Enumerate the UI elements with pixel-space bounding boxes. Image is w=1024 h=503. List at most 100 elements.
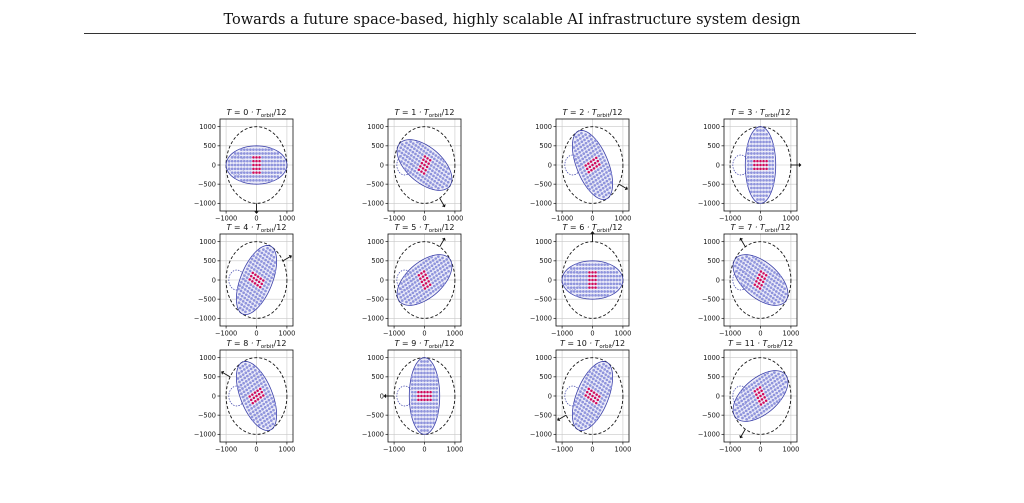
satellite-dot (591, 172, 595, 175)
panel-title: T = 10 · Torbit/12 (560, 339, 625, 350)
satellite-dot (750, 405, 753, 409)
satellite-dot (737, 271, 741, 275)
satellite-dot (595, 415, 599, 419)
x-tick-label: 0 (590, 330, 594, 338)
satellite-dot (585, 270, 588, 274)
satellite-dot (602, 195, 605, 199)
satellite-dot (578, 150, 581, 154)
satellite-dot (255, 380, 259, 384)
satellite-dot (733, 264, 737, 268)
satellite-dot (261, 287, 265, 291)
satellite-dot-core (765, 159, 768, 163)
satellite-dot (591, 293, 594, 297)
satellite-dot (432, 409, 435, 413)
satellite-dot (749, 262, 752, 266)
satellite-dot (597, 293, 600, 297)
satellite-dot-core (591, 274, 594, 278)
satellite-dot-core (258, 285, 262, 289)
y-tick-label: −500 (366, 295, 384, 303)
satellite-dot (766, 292, 770, 296)
satellite-dot (743, 267, 747, 270)
satellite-dot (242, 152, 246, 155)
satellite-dot (749, 276, 753, 279)
satellite-dot (771, 163, 775, 167)
satellite-dot (736, 258, 740, 261)
satellite-dot (258, 152, 261, 155)
panel-title: T = 2 · Torbit/12 (563, 108, 623, 119)
satellite-dot (273, 175, 277, 178)
panel: T = 11 · Torbit/12−1000 0 100010005000−500… (698, 339, 800, 454)
satellite-dot (595, 173, 599, 177)
satellite-dot (754, 288, 758, 292)
satellite-dot (604, 193, 608, 197)
satellite-dot (590, 380, 594, 384)
satellite-dot (437, 156, 440, 159)
satellite-dot (757, 382, 760, 386)
x-tick-label: −1000 (215, 215, 237, 223)
satellite-dot (773, 402, 776, 405)
satellite-dot (575, 278, 579, 282)
satellite-dot (432, 174, 435, 178)
satellite-dot (414, 394, 417, 398)
direction-arrow-shaft (223, 372, 231, 378)
satellite-dot (577, 402, 580, 405)
satellite-dot (403, 144, 407, 148)
satellite-dot (430, 255, 433, 259)
satellite-dot (583, 388, 586, 392)
x-tick-label: −1000 (215, 330, 237, 338)
satellite-dot (263, 253, 266, 257)
satellite-dot (246, 383, 250, 386)
satellite-dot (583, 147, 587, 150)
panel-title: T = 1 · Torbit/12 (395, 108, 455, 119)
satellite-dot (581, 135, 585, 138)
satellite-dot (255, 148, 258, 152)
satellite-dot (573, 417, 577, 421)
panel: T = 5 · Torbit/12−1000 0 100010005000−500−… (362, 223, 464, 338)
satellite-dot (577, 393, 581, 397)
satellite-dot (779, 288, 782, 292)
satellite-dot (582, 397, 586, 401)
satellite-dot (591, 149, 595, 153)
satellite-dot (417, 282, 421, 286)
y-tick-label: −500 (534, 295, 552, 303)
satellite-dot (417, 159, 421, 163)
satellite-dot (250, 415, 254, 419)
satellite-dot (402, 293, 405, 297)
satellite-dot (596, 190, 600, 194)
satellite-dot (410, 394, 414, 398)
satellite-dot (771, 376, 775, 380)
satellite-dot (410, 406, 414, 409)
satellite-dot (270, 405, 274, 409)
satellite-dot (575, 152, 579, 156)
x-tick-label: 0 (422, 446, 426, 454)
satellite-dot (259, 254, 262, 258)
satellite-dot (575, 274, 579, 278)
satellite-dot (417, 421, 420, 425)
satellite-dot (242, 167, 246, 171)
satellite-dot (417, 371, 420, 375)
satellite-dot (440, 270, 444, 274)
satellite-dot (599, 166, 603, 170)
satellite-dot (420, 383, 423, 386)
y-tick-label: −1000 (362, 431, 384, 439)
satellite-dot (580, 409, 584, 413)
satellite-dot (236, 377, 240, 380)
satellite-dot-core (420, 390, 423, 394)
x-tick-label: 0 (254, 330, 258, 338)
satellite-dot (767, 397, 771, 401)
satellite-dot (597, 412, 600, 415)
satellite-dot (236, 296, 240, 299)
satellite-dot (601, 371, 605, 375)
satellite-dot (414, 413, 417, 417)
satellite-dot (426, 179, 430, 183)
satellite-dot-core (255, 171, 258, 174)
satellite-dot (264, 400, 268, 404)
satellite-dot (405, 278, 409, 281)
satellite-dot (282, 159, 286, 163)
satellite-dot (246, 163, 249, 167)
y-tick-label: −1000 (698, 200, 720, 208)
satellite-dot-core (756, 388, 759, 391)
satellite-dot (404, 292, 408, 295)
satellite-dot (768, 289, 771, 293)
satellite-dot (603, 167, 607, 171)
